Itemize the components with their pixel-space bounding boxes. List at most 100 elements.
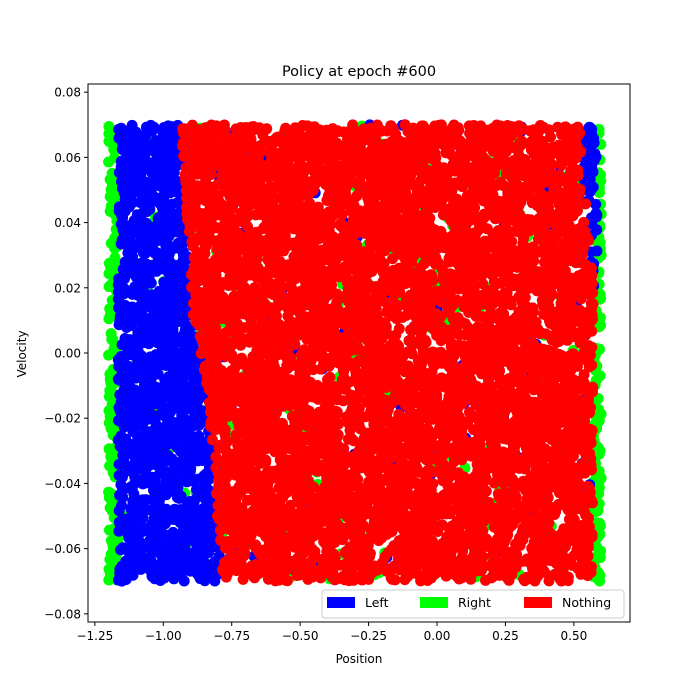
scatter-point	[186, 527, 198, 539]
scatter-point	[118, 454, 130, 466]
scatter-point	[137, 407, 149, 419]
scatter-point	[181, 535, 192, 547]
scatter-point	[103, 405, 115, 417]
scatter-point	[205, 567, 217, 579]
scatter-point	[115, 350, 127, 362]
scatter-point	[118, 288, 130, 300]
scatter-point	[122, 554, 134, 566]
scatter-point	[142, 230, 154, 242]
scatter-point	[169, 270, 181, 282]
scatter-point	[158, 406, 170, 418]
scatter-point	[113, 574, 124, 586]
scatter-point	[150, 135, 162, 146]
scatter-point	[172, 482, 184, 494]
scatter-point	[165, 216, 177, 228]
scatter-point	[137, 256, 149, 268]
scatter-point	[171, 551, 183, 563]
scatter-point	[159, 518, 171, 530]
scatter-point	[116, 411, 127, 423]
scatter-point	[137, 190, 149, 201]
scatter-point	[141, 293, 153, 305]
scatter-point	[206, 434, 218, 446]
scatter-point	[174, 504, 186, 516]
scatter-point	[173, 347, 184, 359]
scatter-point	[160, 203, 171, 215]
scatter-point	[153, 426, 165, 438]
scatter-point	[152, 337, 164, 349]
scatter-point	[154, 301, 166, 313]
scatter-point	[159, 350, 171, 362]
chart-title: Policy at epoch #600	[282, 64, 436, 80]
scatter-point	[128, 488, 140, 500]
scatter-point	[118, 233, 130, 245]
scatter-point	[116, 517, 128, 529]
scatter-point	[163, 371, 175, 383]
scatter-point	[134, 458, 146, 470]
scatter-point	[131, 534, 143, 546]
scatter-point	[178, 575, 190, 587]
scatter-point	[193, 420, 205, 431]
scatter-point	[149, 473, 161, 485]
scatter-point	[591, 245, 603, 257]
scatter-point	[104, 502, 116, 514]
scatter-point	[161, 232, 173, 244]
scatter-point	[103, 574, 115, 586]
scatter-point	[112, 434, 124, 446]
scatter-point	[171, 262, 183, 274]
scatter-point	[162, 449, 174, 461]
scatter-point	[117, 542, 129, 554]
scatter-point	[141, 138, 153, 150]
scatter-point	[164, 386, 176, 398]
scatter-point	[158, 122, 170, 133]
scatter-point	[200, 482, 212, 493]
scatter-point	[106, 334, 118, 345]
scatter-point	[198, 470, 210, 482]
scatter-point	[191, 492, 203, 503]
scatter-point	[187, 475, 199, 487]
scatter-point	[145, 447, 157, 459]
scatter-point	[144, 394, 156, 406]
scatter-point	[162, 426, 174, 438]
scatter-point	[118, 154, 129, 166]
scatter-point	[171, 287, 183, 299]
scatter-point	[135, 419, 147, 431]
scatter-point	[144, 521, 156, 533]
scatter-point	[123, 125, 135, 137]
scatter-point	[337, 395, 349, 407]
scatter-point	[595, 175, 607, 187]
scatter-point	[154, 214, 166, 226]
scatter-point	[594, 236, 606, 248]
scatter-point	[156, 178, 168, 190]
scatter-point	[103, 444, 115, 455]
scatter-point	[177, 374, 189, 386]
scatter-point	[154, 493, 166, 505]
scatter-point	[179, 319, 191, 330]
scatter-point	[146, 167, 158, 179]
scatter-point	[105, 261, 117, 273]
scatter-point	[127, 569, 139, 581]
scatter-point	[145, 542, 157, 554]
scatter-point	[594, 445, 606, 457]
scatter-point	[147, 530, 159, 542]
scatter-point	[104, 303, 116, 315]
scatter-point	[156, 191, 168, 203]
scatter-point	[140, 179, 152, 191]
scatter-point	[164, 415, 176, 427]
scatter-point	[103, 156, 115, 168]
scatter-point	[131, 268, 143, 280]
scatter-point	[143, 272, 155, 284]
scatter-point	[123, 147, 134, 159]
scatter-point	[119, 338, 131, 349]
scatter-point	[188, 373, 200, 385]
scatter-point	[124, 392, 136, 404]
scatter-point	[132, 561, 144, 573]
scatter-point	[127, 507, 138, 519]
scatter-point	[177, 525, 189, 537]
scatter-point	[156, 458, 168, 470]
scatter-point	[592, 505, 604, 517]
scatter-point	[133, 552, 145, 564]
scatter-point	[131, 168, 143, 180]
scatter-point	[161, 316, 173, 328]
scatter-point	[103, 349, 115, 361]
